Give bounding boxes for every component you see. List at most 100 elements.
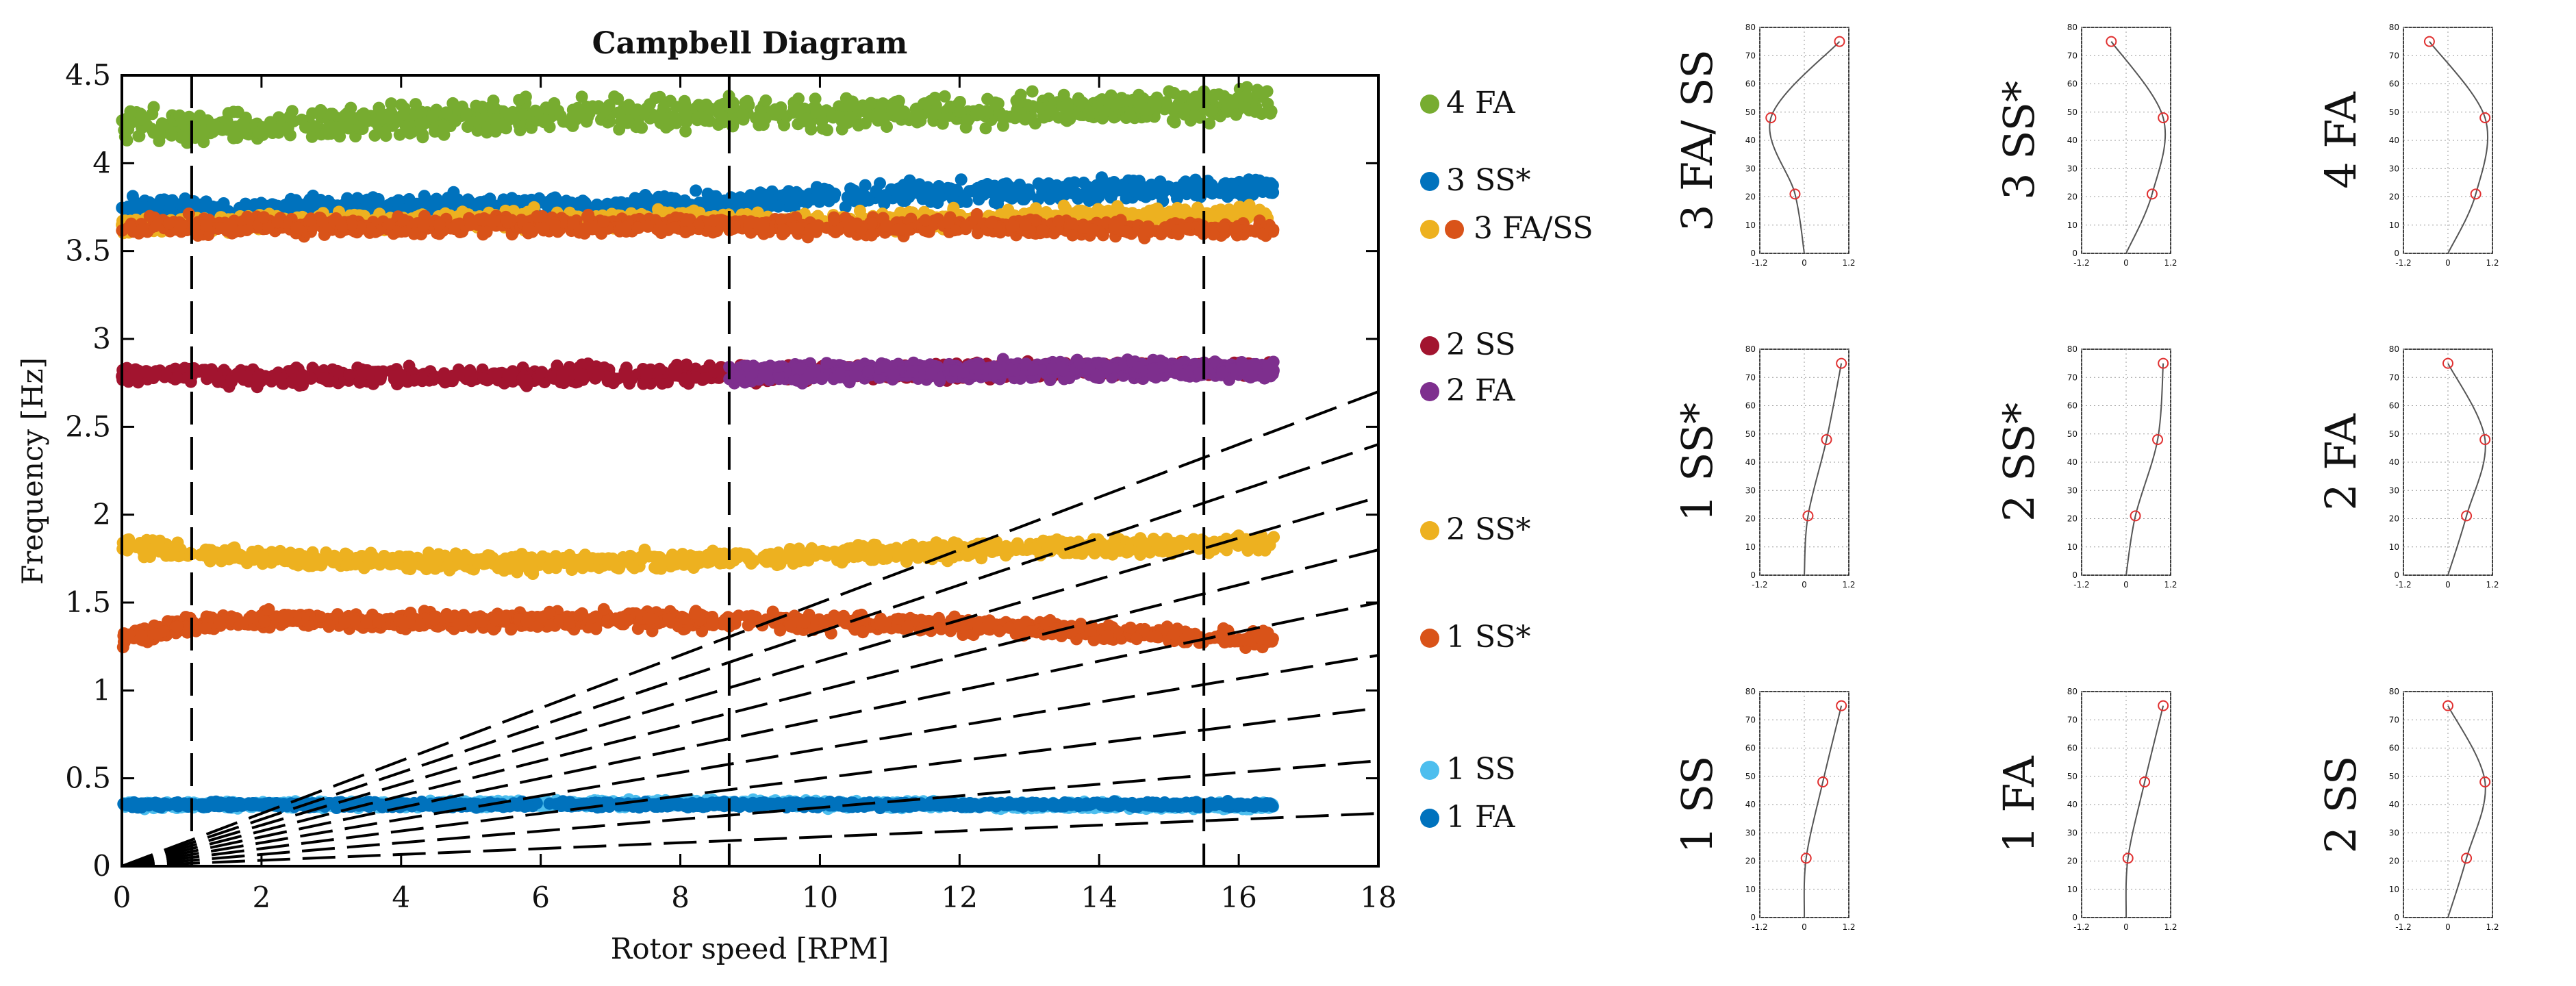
data-point (336, 112, 349, 125)
data-point (437, 119, 450, 131)
data-point (909, 103, 922, 116)
data-point (374, 369, 387, 382)
data-point (1096, 94, 1109, 106)
data-point (461, 121, 474, 134)
data-point (913, 114, 926, 127)
data-point (997, 112, 1010, 125)
scatter-layer (116, 81, 1280, 816)
data-point (734, 191, 747, 204)
chart-title: Campbell Diagram (592, 26, 908, 61)
data-point (891, 223, 903, 236)
data-point (273, 372, 286, 385)
data-point (526, 225, 539, 238)
data-point (197, 364, 210, 377)
data-point (513, 94, 526, 106)
data-point (1133, 98, 1146, 111)
data-point (397, 214, 410, 227)
data-point (879, 189, 892, 202)
data-point (1086, 107, 1099, 120)
series-4-fa (116, 81, 1278, 149)
data-point (816, 122, 829, 135)
data-point (635, 198, 648, 211)
data-point (1129, 186, 1142, 199)
data-point (426, 110, 439, 123)
data-point (551, 197, 564, 209)
data-point (314, 104, 327, 116)
data-point (1009, 112, 1022, 125)
data-point (383, 112, 396, 125)
data-point (197, 125, 210, 138)
data-point (679, 125, 692, 138)
data-point (810, 103, 823, 116)
data-point (1081, 207, 1094, 220)
data-point (481, 123, 494, 136)
data-point (281, 122, 294, 135)
data-point (231, 131, 244, 144)
data-point (538, 116, 551, 129)
data-point (828, 214, 841, 227)
data-point (266, 127, 279, 139)
data-point (852, 119, 865, 132)
data-point (271, 199, 284, 212)
data-point (464, 364, 477, 377)
data-point (1079, 190, 1092, 203)
data-point (449, 114, 462, 127)
data-point (554, 110, 567, 123)
data-point (1226, 96, 1239, 109)
data-point (839, 201, 852, 214)
data-point (283, 201, 296, 214)
data-point (651, 194, 664, 207)
data-point (1046, 189, 1059, 202)
data-point (844, 99, 857, 112)
data-point (331, 364, 344, 377)
data-point (953, 96, 966, 108)
data-point (403, 127, 416, 140)
data-point (162, 217, 175, 230)
data-point (926, 188, 939, 201)
data-point (191, 229, 204, 242)
data-point (326, 108, 339, 121)
data-point (1221, 190, 1234, 203)
data-point (978, 182, 991, 195)
data-point (124, 105, 137, 118)
data-point (1028, 117, 1041, 130)
data-point (1119, 181, 1132, 194)
data-point (803, 223, 816, 236)
data-point (397, 108, 410, 121)
data-point (769, 103, 781, 116)
data-point (929, 108, 942, 121)
data-point (329, 121, 342, 134)
data-point (535, 366, 548, 379)
data-point (1206, 103, 1219, 116)
data-point (708, 366, 721, 379)
data-point (865, 97, 877, 110)
data-point (876, 97, 889, 110)
data-point (635, 121, 648, 134)
data-point (881, 121, 893, 133)
data-point (1148, 95, 1161, 108)
data-point (177, 113, 190, 125)
data-point (902, 223, 915, 236)
data-point (872, 114, 885, 127)
data-point (757, 188, 770, 201)
data-point (989, 98, 1002, 110)
data-point (197, 136, 210, 149)
data-point (251, 370, 264, 383)
data-point (777, 223, 790, 236)
data-point (1014, 88, 1027, 101)
data-point (1264, 107, 1277, 120)
data-point (698, 372, 711, 385)
data-point (737, 108, 750, 121)
data-point (133, 129, 146, 142)
data-point (1036, 224, 1049, 237)
data-point (1101, 181, 1114, 194)
data-point (385, 97, 398, 110)
data-point (902, 188, 916, 201)
data-point (222, 107, 235, 120)
data-point (1266, 186, 1279, 199)
data-point (812, 186, 825, 199)
data-point (138, 201, 151, 214)
series-2-fa (723, 353, 1280, 390)
data-point (642, 220, 654, 233)
data-point (1236, 190, 1249, 203)
